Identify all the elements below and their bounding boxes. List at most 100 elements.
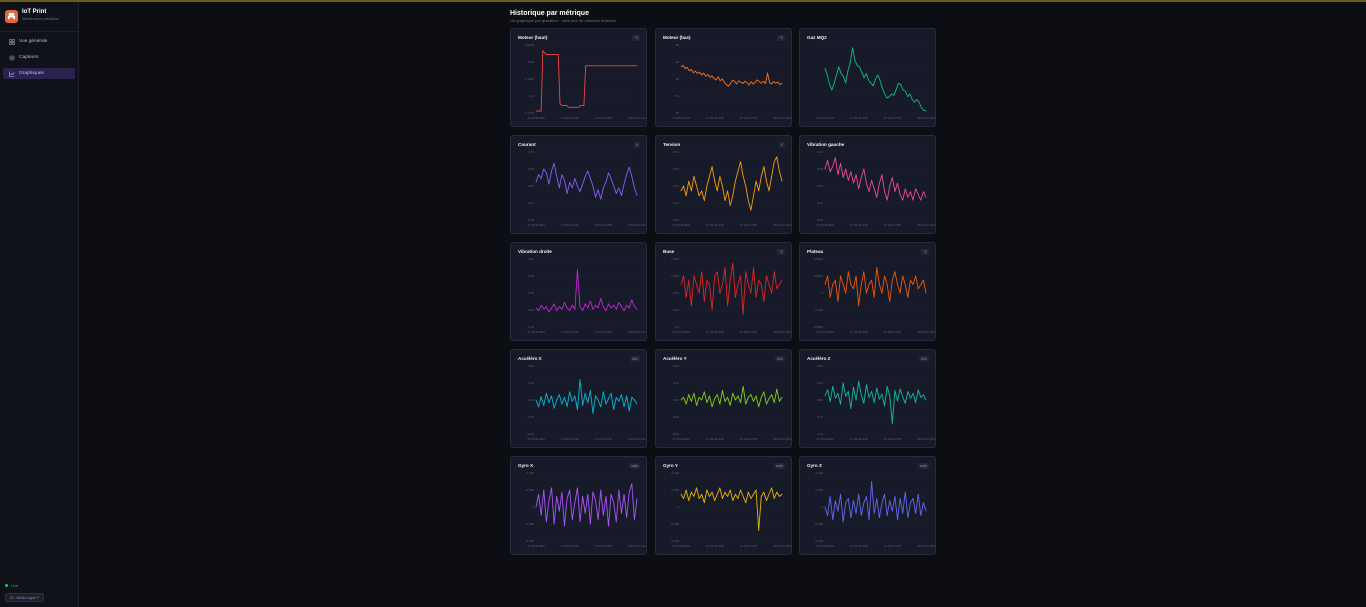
data-point [855,513,857,514]
data-point [824,284,826,285]
data-point [909,93,911,95]
data-point [833,82,835,84]
data-point [876,498,878,499]
sidebar-item-label: Graphiques [19,71,44,76]
data-point [904,90,906,92]
data-point [561,105,563,106]
data-point [917,493,919,495]
data-point [727,190,728,192]
data-point [863,502,865,504]
data-point [871,279,872,281]
data-point [535,506,537,508]
x-tick-label: 17:29:29.969 [816,437,834,441]
data-point [829,401,831,403]
data-point [709,395,710,397]
data-point [725,84,727,85]
y-tick-label: 0 [821,291,823,295]
data-point [548,183,550,185]
data-point [879,398,880,400]
x-tick-label: 17:30:19.440 [561,544,579,548]
sidebar-item-charts[interactable]: Graphiques [3,68,75,79]
chart-title: Gyro Y [663,463,678,468]
data-point [753,195,754,197]
data-point [742,386,744,387]
data-point [551,487,552,489]
data-point [691,491,692,493]
data-point [747,491,749,493]
data-point [636,308,638,310]
data-point [595,395,596,397]
data-point [587,65,588,67]
data-point [747,396,749,398]
data-point [868,191,870,193]
data-point [884,93,886,95]
series-line [680,385,783,408]
data-point [891,93,892,95]
data-point [558,306,560,307]
data-point [910,279,911,281]
data-point [535,307,537,309]
data-point [925,196,927,198]
top-accent-bar [0,0,1366,2]
data-point [732,80,733,81]
data-point [610,493,612,495]
data-point [602,187,604,189]
data-point [581,105,583,106]
data-point [886,386,888,387]
data-point [703,391,705,393]
data-point [574,178,576,179]
data-point [592,413,594,414]
data-point [582,183,583,185]
x-tick-label: 18:03:01.144 [773,544,791,548]
data-point [858,380,860,382]
data-point [577,269,578,271]
data-point [569,181,571,183]
x-tick-label: 18:03:01.144 [628,330,646,334]
data-point [771,175,772,177]
data-point [559,103,561,104]
sidebar-item-sensors[interactable]: Capteurs [3,52,75,63]
data-point [912,498,914,499]
data-point [863,403,865,404]
data-point [577,409,578,410]
y-tick-label: 9.80 [817,398,823,402]
data-point [907,391,909,392]
device-selector[interactable]: ID : Wokko Ligne F [5,593,44,602]
data-point [561,491,563,493]
data-point [899,292,901,294]
sidebar-item-overview[interactable]: Vue générale [3,36,75,47]
data-point [715,79,717,81]
data-point [766,403,767,405]
data-point [636,195,638,196]
data-point [829,84,830,85]
data-point [722,498,723,499]
y-tick-label: 48 [676,77,680,81]
data-point [853,288,854,290]
data-point [544,52,545,53]
x-tick-label: 17:29:29.969 [527,330,545,334]
data-point [855,174,857,176]
data-point [902,199,904,201]
data-point [556,176,558,177]
data-point [590,65,592,67]
y-tick-label: -0.016 [814,539,823,543]
data-point [623,183,625,185]
data-point [618,187,620,189]
y-tick-label: 1.1775 [525,111,535,115]
data-point [602,515,604,516]
data-point [753,267,754,268]
data-point [680,190,682,192]
data-point [615,308,617,310]
data-point [703,502,705,504]
data-point [897,182,898,184]
dashboard-icon [9,38,15,45]
data-point [621,65,622,67]
data-point [777,81,779,83]
data-point [895,89,897,91]
data-point [773,402,775,404]
x-tick-label: 17:30:19.440 [850,330,868,334]
data-point [771,487,772,489]
data-point [729,489,731,491]
series-line [535,162,638,200]
